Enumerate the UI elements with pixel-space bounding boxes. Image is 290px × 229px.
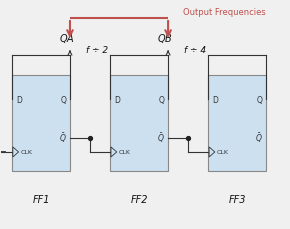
Text: Output Frequencies: Output Frequencies: [182, 8, 265, 17]
Bar: [110, 76, 168, 171]
Text: D: D: [114, 95, 120, 104]
Bar: [12, 76, 70, 171]
Text: $QB$: $QB$: [157, 32, 173, 45]
Text: D: D: [212, 95, 218, 104]
Text: CLK: CLK: [118, 150, 130, 155]
Text: D: D: [16, 95, 22, 104]
Text: f ÷ 2: f ÷ 2: [86, 46, 108, 55]
Text: $\bar{Q}$: $\bar{Q}$: [157, 131, 164, 145]
Text: $\bar{Q}$: $\bar{Q}$: [59, 131, 66, 145]
Text: f ÷ 4: f ÷ 4: [184, 46, 206, 55]
Text: CLK: CLK: [217, 150, 229, 155]
Text: Q: Q: [60, 95, 66, 104]
Text: Q: Q: [257, 95, 262, 104]
Text: CLK: CLK: [20, 150, 32, 155]
Text: FF1: FF1: [32, 194, 50, 204]
Bar: [209, 76, 266, 171]
Text: $\bar{Q}$: $\bar{Q}$: [255, 131, 262, 145]
Text: $QA$: $QA$: [59, 32, 75, 45]
Text: Q: Q: [158, 95, 164, 104]
Text: FF3: FF3: [229, 194, 246, 204]
Text: FF2: FF2: [130, 194, 148, 204]
